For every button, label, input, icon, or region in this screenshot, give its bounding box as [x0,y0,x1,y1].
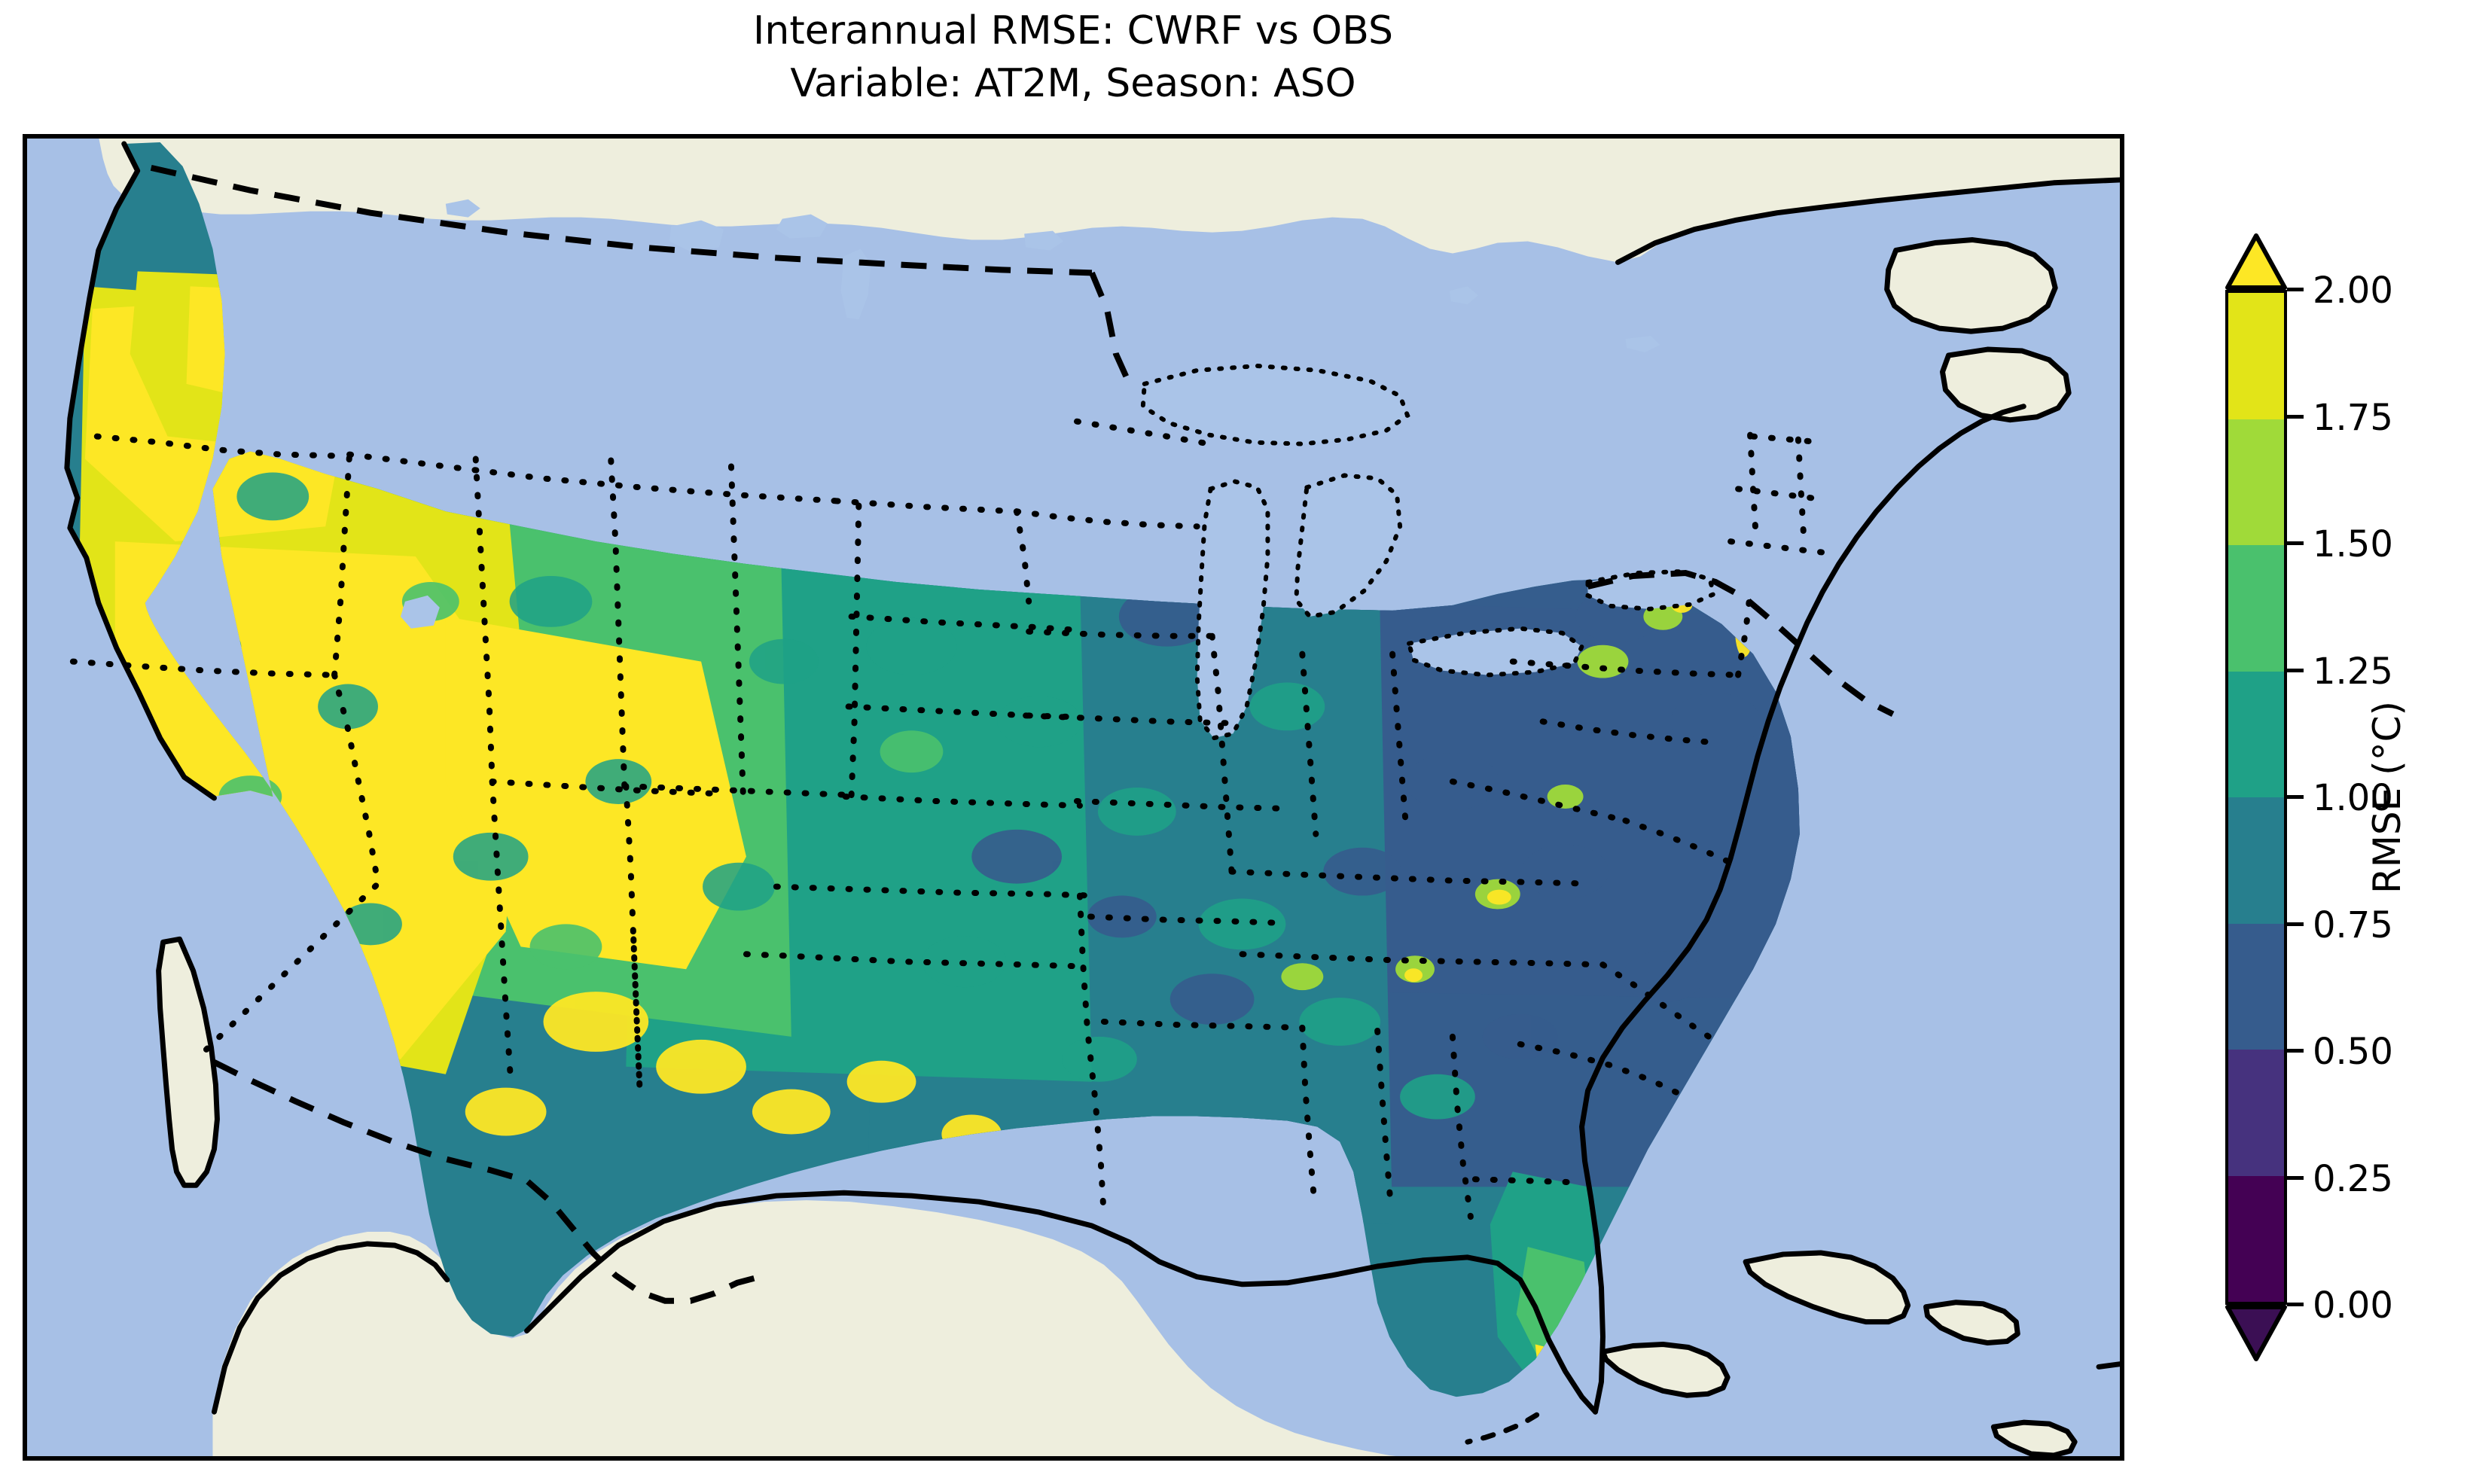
colorbar-band-1.25-1.50 [2228,545,2284,672]
tick-mark [2287,414,2304,419]
title-line-2: Variable: AT2M, Season: ASO [790,61,1356,106]
tick-mark [2287,288,2304,291]
colorbar-axis-label-text: RMSE (°C) [2365,700,2409,894]
tick-mark [2287,1303,2304,1306]
coastlines [64,141,2122,1458]
state-boundaries [69,418,1836,1220]
tick-mark [2287,922,2304,926]
title-line-1: Interannual RMSE: CWRF vs OBS [753,8,1393,53]
tick-mark [2287,668,2304,672]
tick-mark [2287,795,2304,799]
colorbar-band-1.50-1.75 [2228,419,2284,545]
colorbar-band-0.50-0.75 [2228,923,2284,1050]
map-axes [23,134,2124,1461]
page-title: Interannual RMSE: CWRF vs OBS Variable: … [0,5,2146,110]
colorbar-bands[interactable] [2225,290,2287,1305]
tick-mark [2287,541,2304,545]
lake-outlines [1140,363,1717,741]
conus-rmse-map [25,136,2122,1458]
colorbar-band-1.75-2.00 [2228,293,2284,419]
colorbar-over-arrow [2225,233,2287,290]
land-outside-domain [25,136,2122,1458]
colorbar-band-0.75-1.00 [2228,797,2284,924]
colorbar-under-arrow [2225,1305,2287,1361]
colorbar-band-0.00-0.25 [2228,1175,2284,1302]
country-borders [150,164,1895,1304]
colorbar-band-0.25-0.50 [2228,1050,2284,1176]
tick-mark [2287,1175,2304,1180]
colorbar-band-1.00-1.25 [2228,671,2284,797]
tick-mark [2287,1049,2304,1053]
colorbar [2225,233,2287,1361]
